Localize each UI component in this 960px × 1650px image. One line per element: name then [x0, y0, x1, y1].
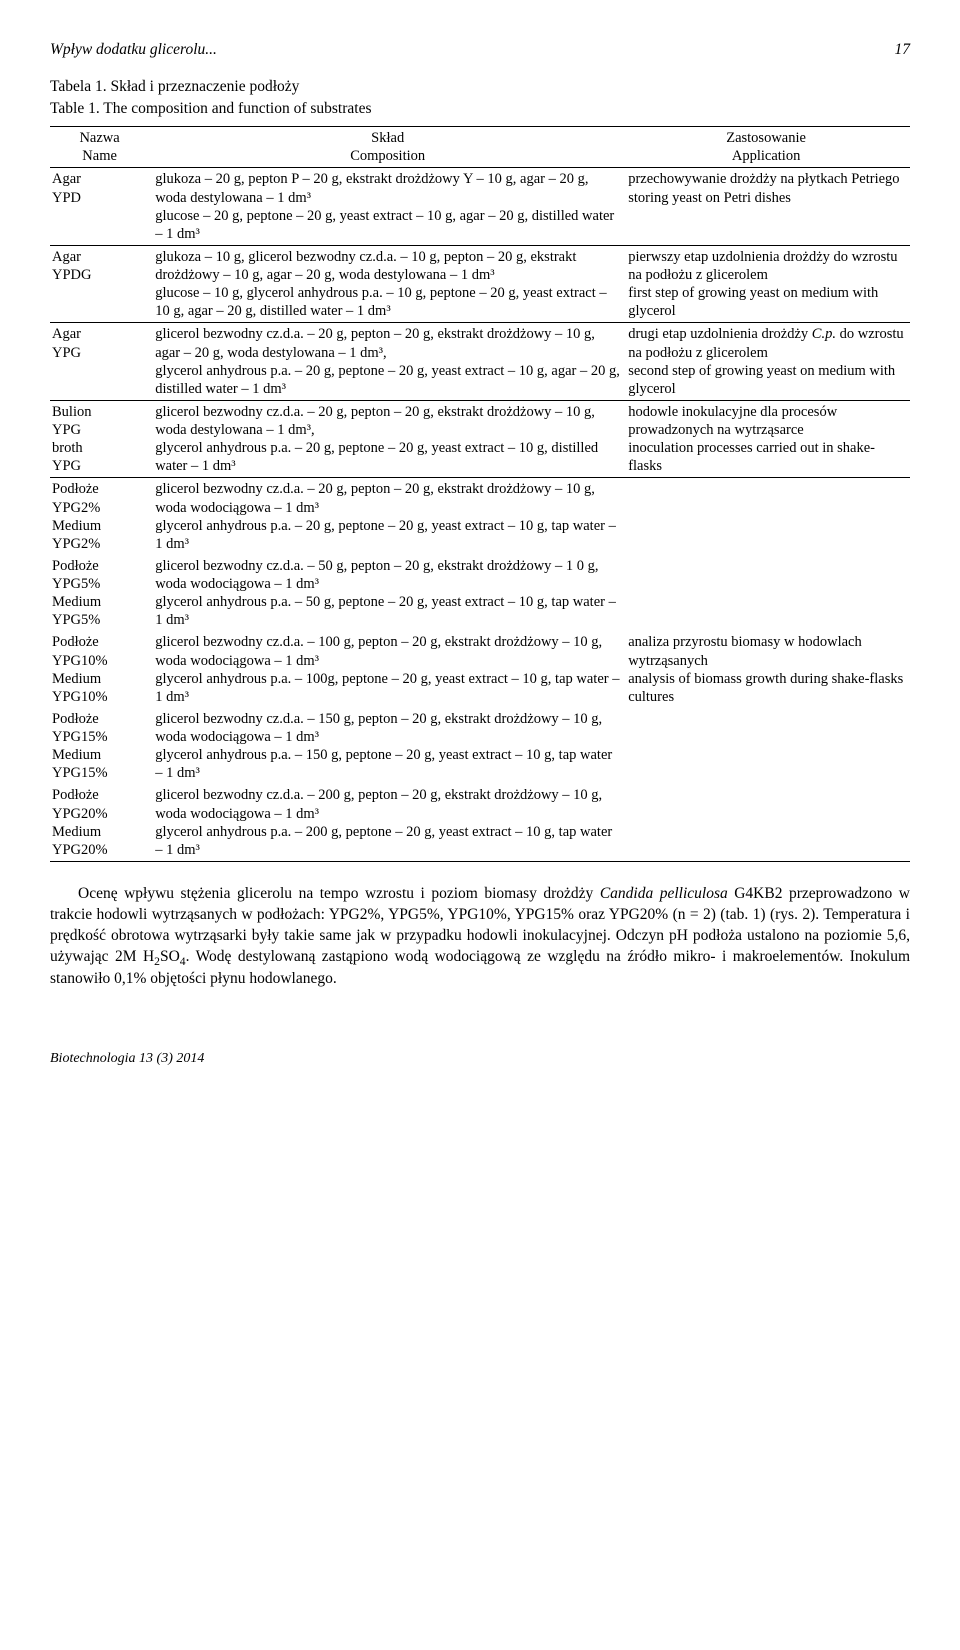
cell-name: AgarYPG	[50, 323, 153, 401]
cell-composition: glicerol bezwodny cz.d.a. – 20 g, pepton…	[153, 478, 626, 555]
col-name: Nazwa Name	[50, 127, 153, 168]
footer-citation: Biotechnologia 13 (3) 2014	[50, 1050, 910, 1068]
cell-name: PodłożeYPG15%MediumYPG15%	[50, 708, 153, 785]
cell-composition: glukoza – 20 g, pepton P – 20 g, ekstrak…	[153, 168, 626, 246]
col-application: Zastosowanie Application	[626, 127, 910, 168]
species-name: Candida pelliculosa	[600, 885, 728, 902]
cell-application: przechowywanie drożdży na płytkach Petri…	[626, 168, 910, 246]
cell-name: PodłożeYPG5%MediumYPG5%	[50, 555, 153, 632]
col-composition: Skład Composition	[153, 127, 626, 168]
cell-application: hodowle inokulacyjne dla procesów prowad…	[626, 400, 910, 478]
cell-composition: glicerol bezwodny cz.d.a. – 20 g, pepton…	[153, 400, 626, 478]
table-body: AgarYPDglukoza – 20 g, pepton P – 20 g, …	[50, 168, 910, 862]
cell-application: drugi etap uzdolnienia drożdży C.p. do w…	[626, 323, 910, 401]
cell-composition: glukoza – 10 g, glicerol bezwodny cz.d.a…	[153, 245, 626, 323]
cell-name: AgarYPDG	[50, 245, 153, 323]
cell-name: PodłożeYPG10%MediumYPG10%	[50, 631, 153, 708]
body-paragraph: Ocenę wpływu stężenia glicerolu na tempo…	[50, 884, 910, 990]
cell-application: pierwszy etap uzdolnienia drożdży do wzr…	[626, 245, 910, 323]
running-header: Wpływ dodatku glicerolu... 17	[50, 40, 910, 59]
cell-composition: glicerol bezwodny cz.d.a. – 150 g, pepto…	[153, 708, 626, 785]
cell-name: BulionYPGbrothYPG	[50, 400, 153, 478]
cell-composition: glicerol bezwodny cz.d.a. – 20 g, pepton…	[153, 323, 626, 401]
table-row: PodłożeYPG2%MediumYPG2%glicerol bezwodny…	[50, 478, 910, 555]
caption-line-1: Tabela 1. Skład i przeznaczenie podłoży	[50, 77, 910, 96]
table-row: AgarYPDglukoza – 20 g, pepton P – 20 g, …	[50, 168, 910, 246]
cell-name: AgarYPD	[50, 168, 153, 246]
cell-name: PodłożeYPG20%MediumYPG20%	[50, 784, 153, 861]
substrates-table: Nazwa Name Skład Composition Zastosowani…	[50, 126, 910, 862]
cell-composition: glicerol bezwodny cz.d.a. – 50 g, pepton…	[153, 555, 626, 632]
table-row: BulionYPGbrothYPGglicerol bezwodny cz.d.…	[50, 400, 910, 478]
page-number: 17	[895, 40, 911, 59]
table-row: AgarYPGglicerol bezwodny cz.d.a. – 20 g,…	[50, 323, 910, 401]
table-header-row: Nazwa Name Skład Composition Zastosowani…	[50, 127, 910, 168]
table-caption: Tabela 1. Skład i przeznaczenie podłoży …	[50, 77, 910, 118]
header-left: Wpływ dodatku glicerolu...	[50, 40, 217, 59]
cell-composition: glicerol bezwodny cz.d.a. – 200 g, pepto…	[153, 784, 626, 861]
caption-line-2: Table 1. The composition and function of…	[50, 99, 910, 118]
cell-application: analiza przyrostu biomasy w hodowlach wy…	[626, 478, 910, 862]
cell-name: PodłożeYPG2%MediumYPG2%	[50, 478, 153, 555]
cell-composition: glicerol bezwodny cz.d.a. – 100 g, pepto…	[153, 631, 626, 708]
table-row: AgarYPDGglukoza – 10 g, glicerol bezwodn…	[50, 245, 910, 323]
